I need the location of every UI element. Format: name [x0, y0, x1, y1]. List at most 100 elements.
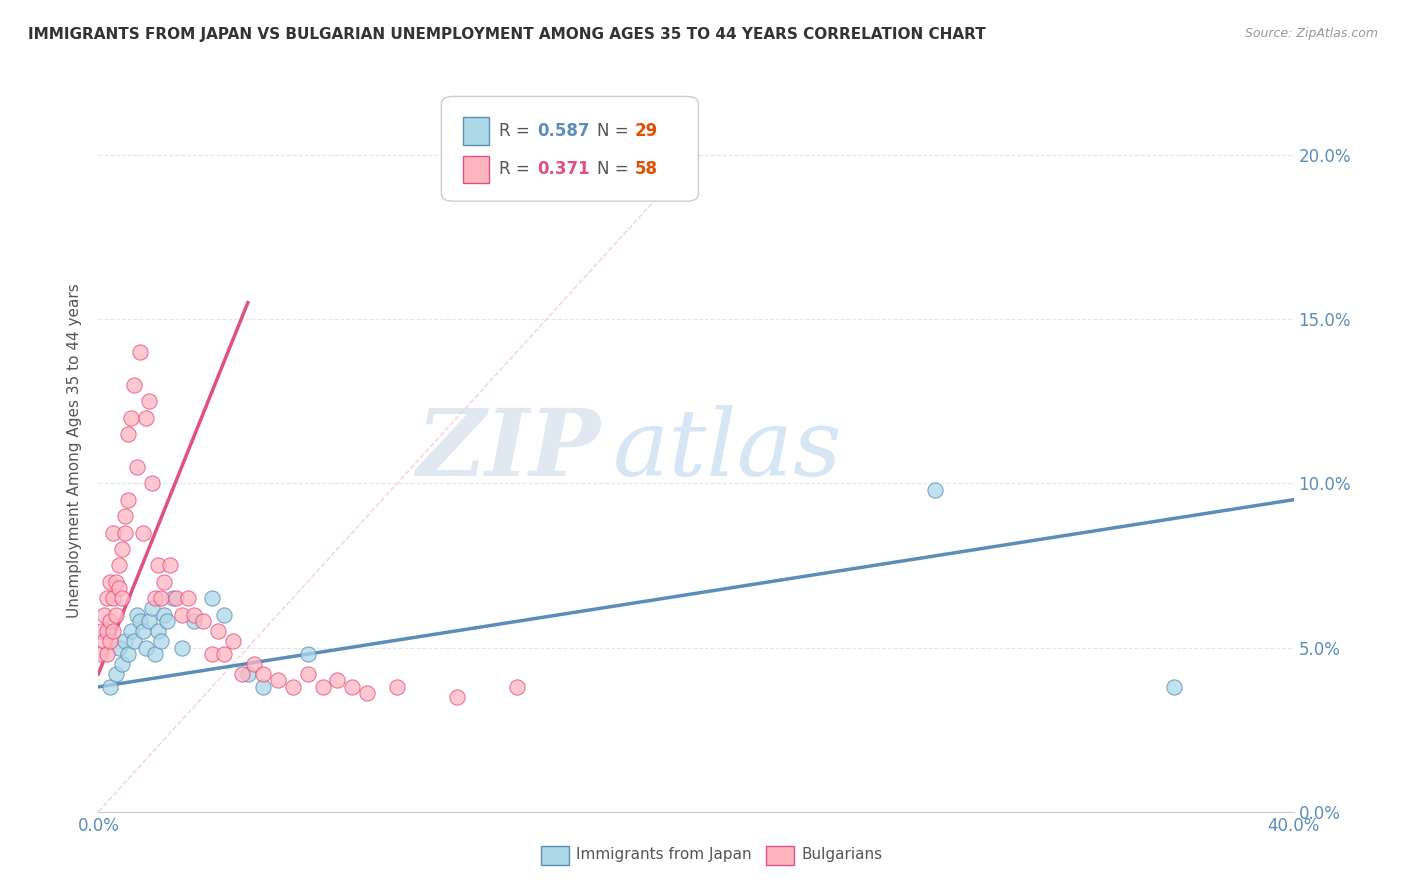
Point — [172, 640, 194, 655]
Point — [117, 647, 139, 661]
Point — [135, 640, 157, 655]
Point — [183, 607, 205, 622]
Text: N =: N = — [596, 122, 634, 140]
Point — [236, 666, 259, 681]
Point — [98, 614, 122, 628]
Text: N =: N = — [596, 161, 634, 178]
Point — [281, 680, 304, 694]
Point — [191, 614, 214, 628]
Point — [297, 647, 319, 661]
Point — [105, 574, 128, 589]
Point — [96, 591, 118, 606]
Point — [148, 558, 170, 573]
Point — [267, 673, 290, 688]
Point — [114, 509, 136, 524]
Point — [135, 410, 157, 425]
Point — [385, 680, 409, 694]
Text: 58: 58 — [636, 161, 658, 178]
Point — [114, 634, 136, 648]
Text: ZIP: ZIP — [416, 406, 600, 495]
Text: R =: R = — [499, 122, 534, 140]
Point — [114, 525, 136, 540]
Point — [90, 647, 112, 661]
Point — [120, 624, 142, 639]
Point — [111, 541, 134, 556]
Point — [183, 614, 205, 628]
Point — [506, 680, 529, 694]
Point — [124, 377, 146, 392]
Point — [127, 607, 149, 622]
Point — [356, 686, 378, 700]
Point — [148, 624, 170, 639]
Point — [297, 666, 319, 681]
Point — [117, 492, 139, 507]
Point — [177, 591, 200, 606]
Point — [129, 614, 152, 628]
Point — [103, 525, 125, 540]
FancyBboxPatch shape — [463, 156, 489, 183]
Point — [103, 624, 125, 639]
Point — [98, 680, 122, 694]
Point — [172, 607, 194, 622]
Point — [129, 345, 152, 359]
Point — [96, 647, 118, 661]
Text: 29: 29 — [636, 122, 658, 140]
Point — [108, 640, 131, 655]
Point — [212, 607, 235, 622]
Point — [207, 624, 229, 639]
Point — [103, 591, 125, 606]
Text: atlas: atlas — [613, 406, 842, 495]
Point — [231, 666, 253, 681]
Point — [252, 680, 274, 694]
FancyBboxPatch shape — [541, 846, 569, 865]
Point — [108, 582, 131, 596]
Point — [342, 680, 364, 694]
Point — [98, 574, 122, 589]
Point — [243, 657, 266, 671]
Point — [117, 427, 139, 442]
Text: Source: ZipAtlas.com: Source: ZipAtlas.com — [1244, 27, 1378, 40]
Point — [111, 591, 134, 606]
Point — [201, 591, 224, 606]
FancyBboxPatch shape — [766, 846, 794, 865]
Point — [153, 607, 176, 622]
Point — [138, 614, 160, 628]
Point — [127, 459, 149, 474]
Point — [311, 680, 333, 694]
Point — [111, 657, 134, 671]
Point — [924, 483, 946, 497]
Point — [150, 591, 173, 606]
Point — [90, 624, 112, 639]
Point — [93, 607, 115, 622]
Point — [96, 624, 118, 639]
Text: 0.371: 0.371 — [537, 161, 589, 178]
Point — [98, 634, 122, 648]
Text: Immigrants from Japan: Immigrants from Japan — [576, 847, 752, 862]
Y-axis label: Unemployment Among Ages 35 to 44 years: Unemployment Among Ages 35 to 44 years — [66, 283, 82, 618]
Point — [222, 634, 245, 648]
Point — [138, 394, 160, 409]
Point — [159, 558, 181, 573]
Point — [201, 647, 224, 661]
Point — [141, 601, 163, 615]
Point — [132, 624, 155, 639]
Point — [105, 607, 128, 622]
Point — [124, 634, 146, 648]
Point — [212, 647, 235, 661]
Point — [1163, 680, 1185, 694]
Point — [132, 525, 155, 540]
Text: IMMIGRANTS FROM JAPAN VS BULGARIAN UNEMPLOYMENT AMONG AGES 35 TO 44 YEARS CORREL: IMMIGRANTS FROM JAPAN VS BULGARIAN UNEMP… — [28, 27, 986, 42]
Point — [105, 666, 128, 681]
Point — [143, 647, 166, 661]
Point — [156, 614, 179, 628]
FancyBboxPatch shape — [463, 118, 489, 145]
Point — [150, 634, 173, 648]
Point — [108, 558, 131, 573]
Text: 0.587: 0.587 — [537, 122, 589, 140]
Point — [165, 591, 187, 606]
Point — [162, 591, 184, 606]
FancyBboxPatch shape — [441, 96, 699, 202]
Point — [141, 476, 163, 491]
Text: Bulgarians: Bulgarians — [801, 847, 883, 862]
Point — [120, 410, 142, 425]
